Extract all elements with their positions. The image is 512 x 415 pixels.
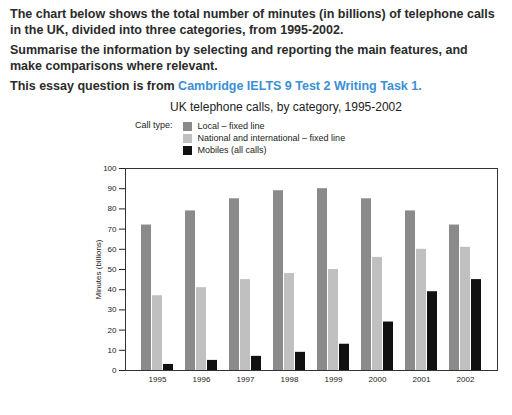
html-text:Call type:: Call type: [135, 120, 173, 130]
html-text:The chart below shows the tota: The chart below shows the total number o… [10, 7, 495, 37]
svg-text:30: 30 [108, 305, 117, 314]
svg-text:2000: 2000 [369, 375, 387, 384]
html-text:Mobiles (all calls): Mobiles (all calls) [197, 145, 267, 155]
svg-text:2001: 2001 [413, 375, 431, 384]
svg-text:50: 50 [108, 265, 117, 274]
svg-text:1998: 1998 [281, 375, 299, 384]
html-text:Summarise the information by s: Summarise the information by selecting a… [10, 43, 468, 73]
svg-text:1996: 1996 [193, 375, 211, 384]
svg-text:70: 70 [108, 225, 117, 234]
svg-text:2002: 2002 [457, 375, 475, 384]
svg-text:80: 80 [108, 204, 117, 213]
svg-text:60: 60 [108, 245, 117, 254]
svg-text:1999: 1999 [325, 375, 343, 384]
svg-text:90: 90 [108, 184, 117, 193]
svg-text:20: 20 [108, 326, 117, 335]
svg-text:1997: 1997 [237, 375, 255, 384]
svg-text:100: 100 [103, 164, 117, 173]
html-text:This essay question is from Ca: This essay question is from Cambridge IE… [10, 79, 422, 93]
svg-text:10: 10 [108, 346, 117, 355]
svg-text:0: 0 [112, 366, 117, 375]
html-text:Local – fixed line: Local – fixed line [197, 121, 265, 131]
svg-text:40: 40 [108, 285, 117, 294]
svg-text:Minutes (billions): Minutes (billions) [94, 239, 103, 299]
svg-text:1995: 1995 [149, 375, 167, 384]
html-text:UK telephone calls, by categor: UK telephone calls, by category, 1995-20… [170, 100, 402, 114]
html-text:National and international – f: National and international – fixed line [197, 133, 346, 143]
